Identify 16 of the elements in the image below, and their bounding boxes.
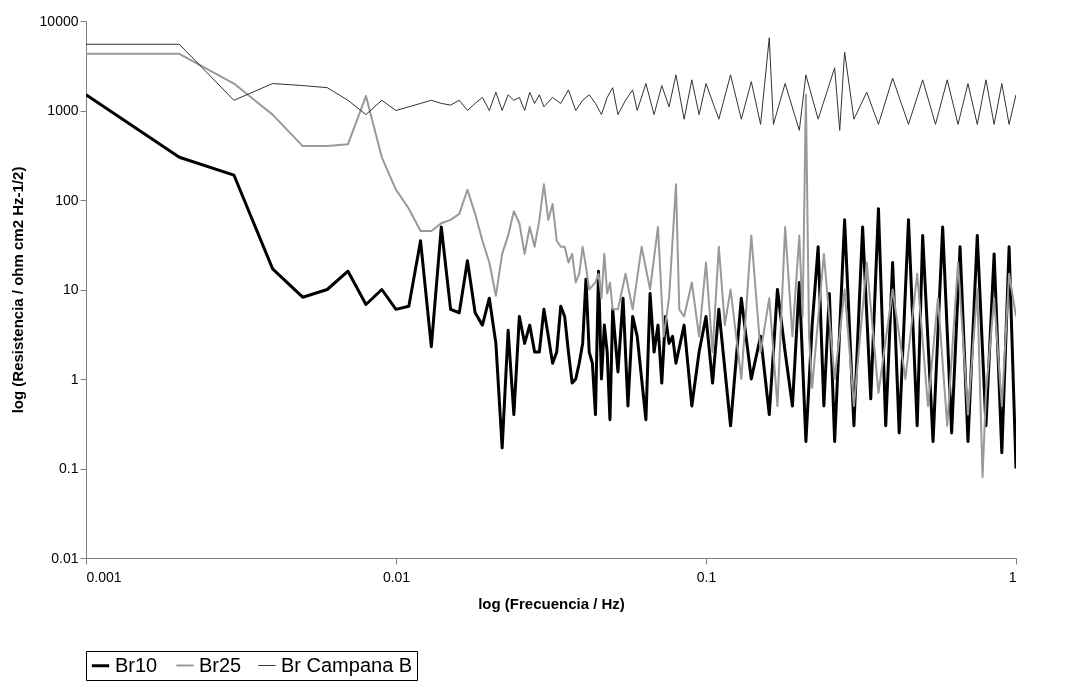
x-axis-title: log (Frecuencia / Hz) (478, 594, 625, 612)
legend-label: Br10 (115, 653, 158, 676)
x-tick-label: 1 (1008, 568, 1017, 585)
x-tick-label: 0.001 (86, 568, 122, 585)
x-tick-label: 0.01 (382, 568, 411, 585)
y-tick-label: 0.01 (51, 549, 79, 566)
y-tick-label: 1 (70, 370, 79, 387)
y-tick-label: 10000 (39, 12, 79, 29)
legend-label: Br25 (199, 653, 242, 676)
y-tick-label: 100 (55, 191, 79, 208)
y-axis-title: log (Resistencia / ohm cm2 Hz-1/2) (8, 166, 26, 414)
x-tick-label: 0.1 (696, 568, 717, 585)
y-tick-label: 1000 (47, 102, 79, 118)
y-tick-label: 0.1 (59, 460, 79, 476)
legend-label: Br Campana B (281, 653, 413, 676)
y-tick-label: 10 (62, 281, 79, 297)
